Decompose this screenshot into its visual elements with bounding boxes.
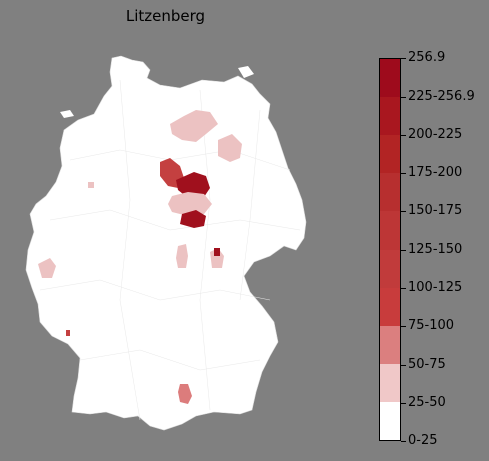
legend-swatch-3 (380, 287, 400, 326)
legend-swatch-5 (380, 211, 400, 250)
legend-label-6: 150-175 (408, 203, 463, 218)
region-25-50-hesse (176, 244, 188, 268)
legend-tick-7 (401, 173, 406, 174)
legend-swatch-0 (380, 401, 400, 440)
island-north (60, 110, 74, 118)
legend-tick-1 (401, 403, 406, 404)
legend-label-8: 200-225 (408, 127, 463, 142)
legend-label-10: 256.9 (408, 50, 446, 65)
legend-swatch-2 (380, 325, 400, 364)
legend-tick-9 (401, 97, 406, 98)
island-east (238, 66, 254, 78)
region-25-50-north-east (218, 134, 242, 162)
legend-swatch-9 (380, 59, 400, 98)
region-50-75-bavaria-south (178, 384, 192, 404)
region-25-50-lowersaxony-south (168, 192, 212, 216)
region-125-150-small-sw (66, 330, 70, 336)
region-225-256-south (180, 210, 206, 228)
legend-label-5: 125-150 (408, 242, 463, 257)
region-225-256-thuringia-dot (214, 248, 220, 256)
legend-tick-6 (401, 211, 406, 212)
legend-label-4: 100-125 (408, 280, 463, 295)
legend-tick-3 (401, 326, 406, 327)
legend-tick-0 (401, 441, 406, 442)
legend-swatch-8 (380, 97, 400, 136)
legend-tick-4 (401, 288, 406, 289)
legend-tick-10 (401, 58, 406, 59)
legend-swatch-1 (380, 363, 400, 402)
region-25-50-west (38, 258, 56, 278)
legend-swatch-6 (380, 173, 400, 212)
legend-tick-2 (401, 365, 406, 366)
map-title: Litzenberg (125, 7, 206, 25)
legend-label-9: 225-256.9 (408, 89, 475, 104)
legend-label-2: 50-75 (408, 357, 446, 372)
legend-swatch-4 (380, 249, 400, 288)
legend-swatch-7 (380, 135, 400, 174)
region-25-50-north-hamburg (170, 110, 218, 142)
legend-label-3: 75-100 (408, 318, 455, 333)
legend-colorbar (379, 58, 401, 441)
legend-label-7: 175-200 (408, 165, 463, 180)
region-25-50-small-west (88, 182, 94, 188)
region-25-50-thuringia (210, 248, 224, 268)
germany-map (25, 55, 307, 431)
district-borders (39, 79, 301, 421)
legend-tick-5 (401, 250, 406, 251)
legend-label-1: 25-50 (408, 395, 446, 410)
legend-tick-8 (401, 135, 406, 136)
legend-label-0: 0-25 (408, 433, 438, 448)
